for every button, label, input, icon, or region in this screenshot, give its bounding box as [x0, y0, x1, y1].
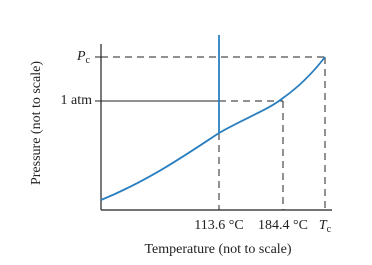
x-marker-label: 113.6 °C [194, 218, 243, 233]
pc-label: Pc [76, 49, 91, 66]
x-marker-label: 184.4 °C [258, 218, 308, 233]
one-atm-label: 1 atm [61, 93, 93, 108]
x-axis-title: Temperature (not to scale) [144, 242, 291, 257]
vapor-pressure-curve [100, 56, 326, 201]
y-axis-title: Pressure (not to scale) [29, 61, 44, 185]
tc-label: Tc [319, 218, 332, 235]
